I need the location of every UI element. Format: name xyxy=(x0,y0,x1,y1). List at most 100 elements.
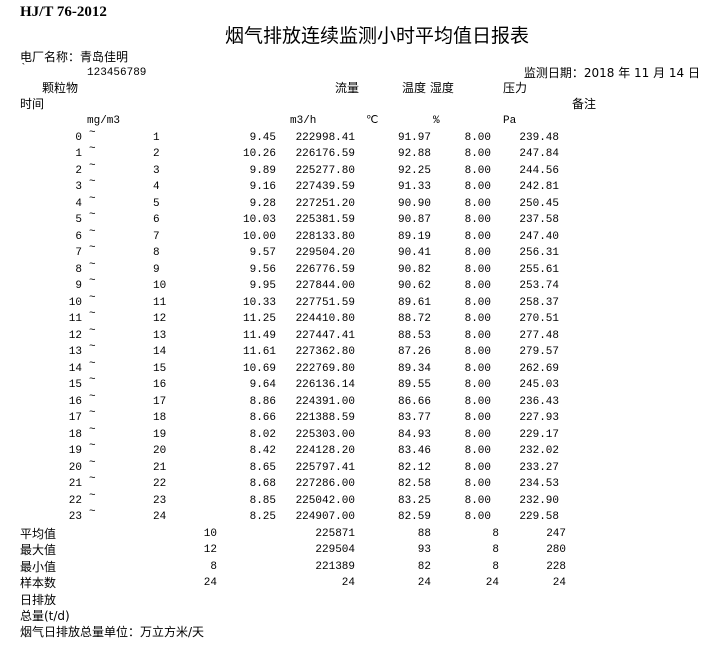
pressure-value: 247 xyxy=(546,528,566,540)
tilde: ~ xyxy=(89,357,96,370)
pressure-value: 228 xyxy=(546,560,566,573)
tilde: ~ xyxy=(89,324,96,337)
hour-start: 12 xyxy=(68,329,82,342)
pressure-value: 232.90 xyxy=(519,494,559,507)
hour-start: 21 xyxy=(68,478,82,491)
unit-pressure: Pa xyxy=(503,115,517,127)
flow-value: 227447.41 xyxy=(295,329,355,342)
flow-value: 224907.00 xyxy=(295,511,355,524)
hour-end: 11 xyxy=(153,296,167,309)
humidity-value: 8.00 xyxy=(464,395,491,408)
hour-start: 22 xyxy=(68,494,82,507)
pressure-value: 24 xyxy=(552,577,566,590)
report-title: 烟气排放连续监测小时平均值日报表 xyxy=(225,25,530,47)
hour-start: 15 xyxy=(68,379,82,392)
hour-end: 16 xyxy=(153,379,167,392)
temp-value: 82.12 xyxy=(397,461,431,474)
dust-value: 10.03 xyxy=(242,214,276,227)
temp-value: 82.59 xyxy=(397,511,431,524)
humidity-value: 8.00 xyxy=(464,445,491,458)
hour-end: 13 xyxy=(153,329,167,342)
temp-value: 24 xyxy=(417,577,431,590)
tilde: ~ xyxy=(89,473,96,486)
flow-value: 225871 xyxy=(315,528,355,540)
pressure-value: 229.58 xyxy=(519,511,559,524)
humidity-value: 8.00 xyxy=(464,379,491,392)
dust-value: 24 xyxy=(203,577,217,590)
flow-value: 229504.20 xyxy=(295,247,355,260)
humidity-value: 8.00 xyxy=(464,296,491,309)
pressure-value: 279.57 xyxy=(519,346,559,359)
flow-value: 227362.80 xyxy=(295,346,355,359)
humidity-value: 8.00 xyxy=(464,263,491,276)
humidity-value: 8.00 xyxy=(464,362,491,375)
humidity-value: 8.00 xyxy=(464,478,491,491)
temp-value: 88.72 xyxy=(397,313,431,326)
flow-value: 221388.59 xyxy=(295,412,355,425)
hour-start: 4 xyxy=(75,197,82,210)
hour-end: 17 xyxy=(153,395,167,408)
hour-start: 13 xyxy=(68,346,82,359)
tilde: ~ xyxy=(89,489,96,502)
pressure-value: 270.51 xyxy=(519,313,559,326)
hour-end: 6 xyxy=(153,214,160,227)
temp-value: 83.77 xyxy=(397,412,431,425)
daily-emission-label: 日排放 xyxy=(20,593,57,607)
hour-end: 14 xyxy=(153,346,167,359)
hour-end: 15 xyxy=(153,362,167,375)
hour-start: 2 xyxy=(75,164,82,177)
pressure-value: 239.48 xyxy=(519,132,559,144)
header-temp-humidity: 温度 湿度 xyxy=(402,81,454,95)
pressure-value: 250.45 xyxy=(519,197,559,210)
hour-end: 7 xyxy=(153,230,160,243)
header-remark: 备注 xyxy=(572,97,597,111)
dust-value: 9.89 xyxy=(249,164,276,177)
hour-start: 9 xyxy=(75,280,82,293)
mark: ` xyxy=(20,63,27,75)
humidity-value: 8 xyxy=(492,528,499,540)
dust-value: 8.42 xyxy=(249,445,276,458)
tilde: ~ xyxy=(89,275,96,288)
pressure-value: 233.27 xyxy=(519,461,559,474)
pressure-value: 247.84 xyxy=(519,148,559,161)
hour-end: 12 xyxy=(153,313,167,326)
tilde: ~ xyxy=(89,440,96,453)
unit-dust: mg/m3 xyxy=(87,115,121,127)
header-time: 时间 xyxy=(20,97,45,111)
temp-value: 89.19 xyxy=(397,230,431,243)
humidity-value: 8.00 xyxy=(464,280,491,293)
monitor-date: 监测日期：2018 年 11 月 14 日 xyxy=(523,66,700,80)
tilde: ~ xyxy=(89,374,96,387)
hour-start: 3 xyxy=(75,181,82,194)
tilde: ~ xyxy=(89,127,96,139)
temp-value: 89.55 xyxy=(397,379,431,392)
flow-value: 224391.00 xyxy=(295,395,355,408)
tilde: ~ xyxy=(89,341,96,354)
pressure-value: 258.37 xyxy=(519,296,559,309)
flow-value: 225277.80 xyxy=(295,164,355,177)
temp-value: 91.97 xyxy=(397,132,431,144)
flow-value: 222769.80 xyxy=(295,362,355,375)
humidity-value: 8.00 xyxy=(464,197,491,210)
flow-value: 227439.59 xyxy=(295,181,355,194)
flow-value: 227751.59 xyxy=(295,296,355,309)
hour-end: 8 xyxy=(153,247,160,260)
dust-value: 9.57 xyxy=(249,247,276,260)
tilde: ~ xyxy=(89,407,96,420)
humidity-value: 8 xyxy=(492,544,499,557)
pressure-value: 244.56 xyxy=(519,164,559,177)
flow-value: 24 xyxy=(341,577,355,590)
temp-value: 88 xyxy=(417,528,431,540)
temp-value: 84.93 xyxy=(397,428,431,441)
humidity-value: 8.00 xyxy=(464,181,491,194)
flow-value: 224410.80 xyxy=(295,313,355,326)
hour-start: 11 xyxy=(68,313,82,326)
hour-end: 2 xyxy=(153,148,160,161)
dust-value: 8.86 xyxy=(249,395,276,408)
humidity-value: 8.00 xyxy=(464,148,491,161)
tilde: ~ xyxy=(89,423,96,436)
humidity-value: 8.00 xyxy=(464,247,491,260)
temp-value: 86.66 xyxy=(397,395,431,408)
pressure-value: 229.17 xyxy=(519,428,559,441)
